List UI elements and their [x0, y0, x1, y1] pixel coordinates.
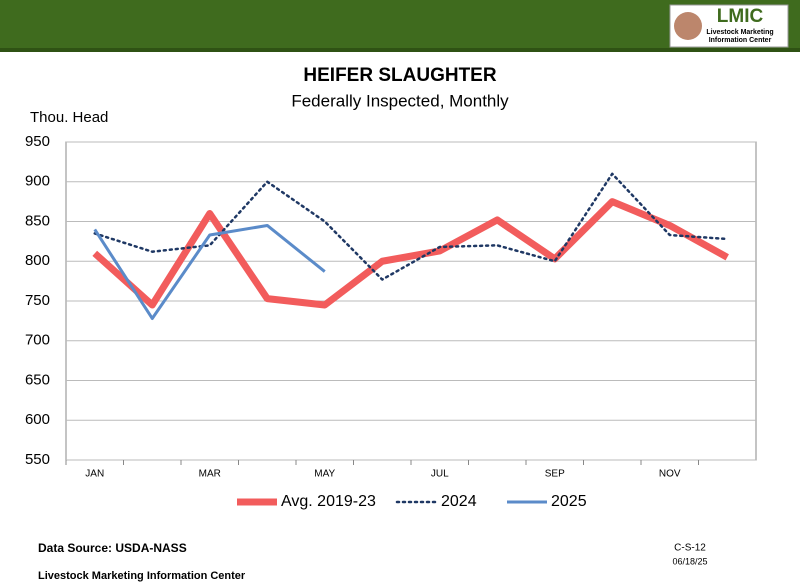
x-tick-label: JUL: [431, 469, 449, 480]
legend-label: 2024: [441, 493, 477, 510]
header-edge: [0, 48, 800, 52]
chart-date: 06/18/25: [672, 556, 707, 566]
series-line: [92, 198, 729, 309]
y-tick-label: 900: [25, 173, 50, 190]
y-tick-label: 850: [25, 212, 50, 229]
legend-label: 2025: [551, 493, 587, 510]
chart-code: C-S-12: [674, 543, 706, 554]
logo-line: Information Center: [709, 37, 772, 44]
y-tick-label: 600: [25, 411, 50, 428]
chart-title: HEIFER SLAUGHTER: [303, 65, 496, 86]
chart-subtitle: Federally Inspected, Monthly: [291, 91, 509, 110]
series-line: [93, 223, 326, 320]
logo-line: Livestock Marketing: [706, 29, 773, 36]
y-axis-label: Thou. Head: [30, 109, 108, 126]
header-band: [0, 0, 800, 52]
organization: Livestock Marketing Information Center: [38, 570, 246, 582]
x-tick-label: JAN: [85, 469, 104, 480]
plot: 550 600 650 700 750 800 850 900 950 JAN MAR MAY JUL S…: [25, 133, 757, 510]
y-tick-label: 750: [25, 292, 50, 309]
y-tick-label: 550: [25, 451, 50, 468]
logo-icon: [674, 12, 702, 40]
x-tick-label: MAR: [199, 469, 221, 480]
y-tick-label: 650: [25, 371, 50, 388]
x-tick-label: SEP: [545, 469, 565, 480]
data-source: Data Source: USDA-NASS: [38, 541, 187, 555]
legend-label: Avg. 2019-23: [281, 493, 376, 510]
y-tick-label: 800: [25, 252, 50, 269]
y-tick-label: 950: [25, 133, 50, 150]
y-tick-label: 700: [25, 332, 50, 349]
x-tick-label: NOV: [659, 469, 681, 480]
logo-title: LMIC: [717, 6, 764, 27]
x-tick-label: MAY: [314, 469, 335, 480]
